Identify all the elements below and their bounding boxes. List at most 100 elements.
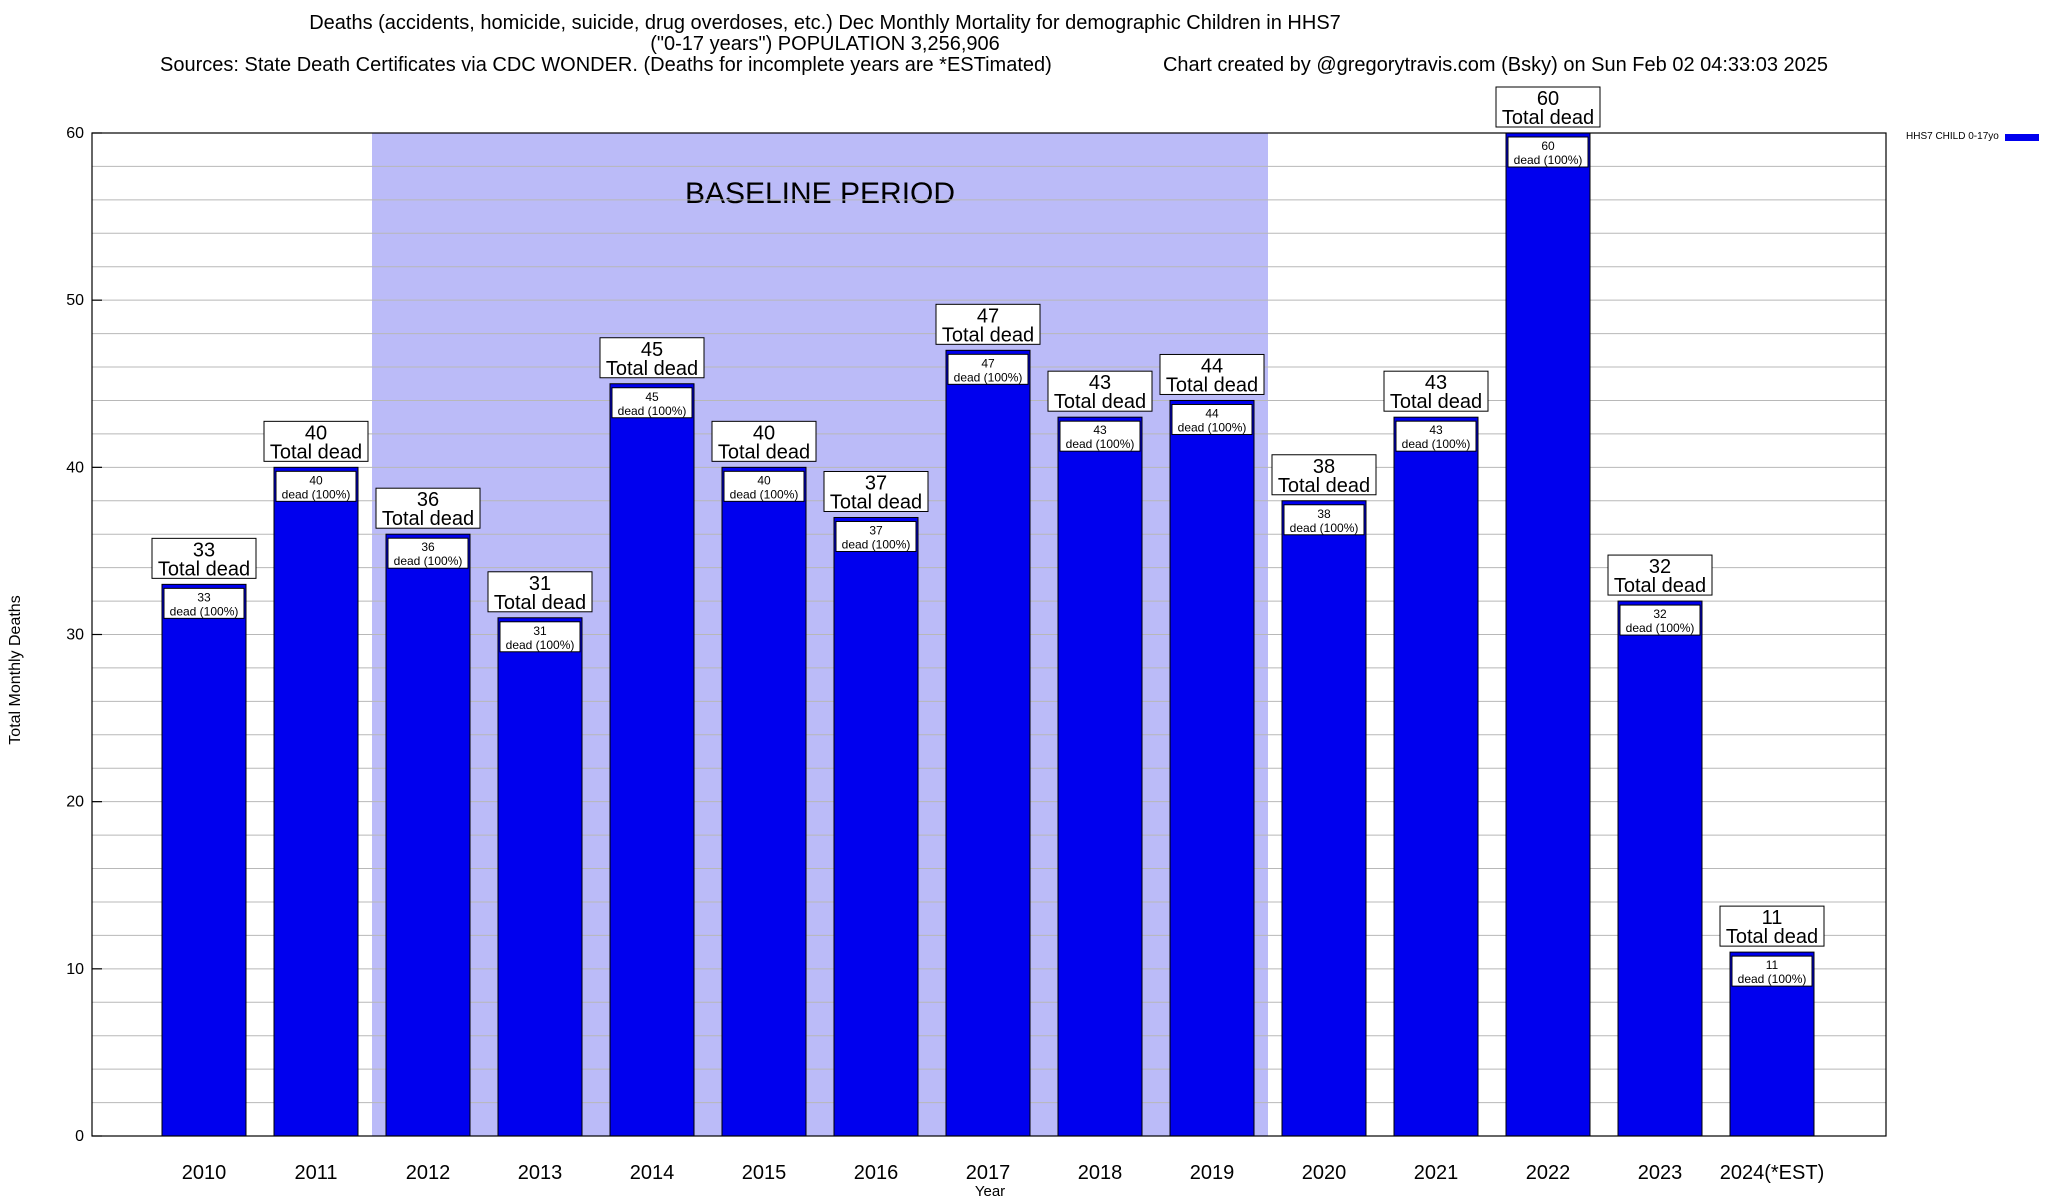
bar-2013 bbox=[497, 617, 583, 1137]
top-label-value: 43 bbox=[1089, 372, 1111, 394]
inner-label-box bbox=[723, 470, 805, 502]
inner-label-text: dead (100%) bbox=[1290, 521, 1359, 535]
inner-label-box bbox=[1283, 504, 1365, 536]
inner-label-text: dead (100%) bbox=[1738, 972, 1807, 986]
inner-label-value: 40 bbox=[757, 473, 771, 487]
x-tick-label: 2023 bbox=[1638, 1162, 1683, 1184]
x-tick-label: 2017 bbox=[966, 1162, 1011, 1184]
x-tick-label: 2016 bbox=[854, 1162, 899, 1184]
top-label-text: Total dead bbox=[382, 508, 474, 530]
top-label-text: Total dead bbox=[718, 441, 810, 463]
top-label-box bbox=[151, 537, 257, 579]
inner-label-text: dead (100%) bbox=[1514, 153, 1583, 167]
inner-label-box bbox=[387, 537, 469, 569]
inner-label-text: dead (100%) bbox=[1066, 437, 1135, 451]
x-tick-label: 2013 bbox=[518, 1162, 563, 1184]
inner-label-value: 36 bbox=[421, 540, 435, 554]
top-label-box bbox=[487, 571, 593, 613]
top-label-value: 36 bbox=[417, 489, 439, 511]
x-tick-label: 2022 bbox=[1526, 1162, 1571, 1184]
inner-label-box bbox=[275, 470, 357, 502]
inner-label-value: 37 bbox=[869, 523, 883, 537]
inner-label-text: dead (100%) bbox=[394, 554, 463, 568]
y-axis-label: Total Monthly Deaths bbox=[7, 595, 24, 745]
x-tick-label: 2020 bbox=[1302, 1162, 1347, 1184]
bar-2021 bbox=[1393, 416, 1479, 1137]
top-label-box bbox=[599, 337, 705, 379]
inner-label-text: dead (100%) bbox=[954, 370, 1023, 384]
inner-label-box bbox=[1619, 604, 1701, 636]
top-label-text: Total dead bbox=[1614, 575, 1706, 597]
top-label-value: 31 bbox=[529, 573, 551, 595]
legend-swatch bbox=[2004, 133, 2039, 141]
top-label-text: Total dead bbox=[1390, 391, 1482, 413]
top-label-box bbox=[711, 420, 817, 462]
inner-label-text: dead (100%) bbox=[506, 638, 575, 652]
x-tick-label: 2015 bbox=[742, 1162, 787, 1184]
y-tick-label: 0 bbox=[75, 1128, 84, 1145]
top-label-text: Total dead bbox=[1166, 374, 1258, 396]
inner-label-box bbox=[499, 621, 581, 653]
top-label-value: 44 bbox=[1201, 355, 1223, 377]
y-tick-label: 50 bbox=[66, 292, 84, 309]
y-tick-label: 40 bbox=[66, 459, 84, 476]
chart-title: Deaths (accidents, homicide, suicide, dr… bbox=[309, 12, 1341, 34]
inner-label-value: 43 bbox=[1429, 423, 1443, 437]
inner-label-value: 32 bbox=[1653, 607, 1667, 621]
bar-2015 bbox=[721, 466, 807, 1137]
bar-2022 bbox=[1505, 132, 1591, 1137]
top-label-value: 60 bbox=[1537, 88, 1559, 110]
inner-label-text: dead (100%) bbox=[282, 487, 351, 501]
top-label-text: Total dead bbox=[270, 441, 362, 463]
top-label-text: Total dead bbox=[1726, 926, 1818, 948]
x-tick-label: 2018 bbox=[1078, 1162, 1123, 1184]
inner-label-value: 43 bbox=[1093, 423, 1107, 437]
inner-label-value: 38 bbox=[1317, 507, 1331, 521]
top-label-text: Total dead bbox=[1054, 391, 1146, 413]
top-label-text: Total dead bbox=[942, 324, 1034, 346]
x-tick-label: 2010 bbox=[182, 1162, 227, 1184]
bar-2023 bbox=[1617, 600, 1703, 1137]
y-tick-label: 30 bbox=[66, 627, 84, 644]
top-label-value: 37 bbox=[865, 472, 887, 494]
top-label-box bbox=[1607, 554, 1713, 596]
inner-label-value: 47 bbox=[981, 356, 995, 370]
bar-2018 bbox=[1057, 416, 1143, 1137]
inner-label-text: dead (100%) bbox=[170, 604, 239, 618]
top-label-box bbox=[1383, 370, 1489, 412]
legend-label: HHS7 CHILD 0-17yo bbox=[1906, 131, 1999, 142]
inner-label-value: 44 bbox=[1205, 406, 1219, 420]
inner-label-text: dead (100%) bbox=[842, 537, 911, 551]
x-tick-label: 2021 bbox=[1414, 1162, 1459, 1184]
legend: HHS7 CHILD 0-17yo bbox=[1906, 131, 2039, 143]
bar-2019 bbox=[1169, 399, 1255, 1137]
inner-label-text: dead (100%) bbox=[618, 404, 687, 418]
inner-label-box bbox=[835, 520, 917, 552]
chart-sources: Sources: State Death Certificates via CD… bbox=[160, 54, 1052, 76]
inner-label-value: 45 bbox=[645, 390, 659, 404]
top-label-text: Total dead bbox=[830, 491, 922, 513]
bar-2010 bbox=[161, 583, 247, 1137]
top-label-value: 45 bbox=[641, 339, 663, 361]
inner-label-text: dead (100%) bbox=[1626, 621, 1695, 635]
bar-2020 bbox=[1281, 500, 1367, 1137]
bar-2011 bbox=[273, 466, 359, 1137]
inner-label-box bbox=[611, 387, 693, 419]
inner-label-box bbox=[1171, 403, 1253, 435]
top-label-value: 33 bbox=[193, 539, 215, 561]
x-tick-label: 2024(*EST) bbox=[1720, 1162, 1825, 1184]
top-label-box bbox=[1719, 905, 1825, 947]
inner-label-box bbox=[1059, 420, 1141, 452]
top-label-value: 43 bbox=[1425, 372, 1447, 394]
top-label-value: 32 bbox=[1649, 556, 1671, 578]
top-label-box bbox=[1495, 86, 1601, 128]
bar-2012 bbox=[385, 533, 471, 1137]
inner-label-box bbox=[947, 353, 1029, 385]
inner-label-box bbox=[1507, 136, 1589, 168]
top-label-box bbox=[1271, 454, 1377, 496]
inner-label-value: 60 bbox=[1541, 139, 1555, 153]
top-label-box bbox=[1159, 353, 1265, 395]
top-label-box bbox=[935, 303, 1041, 345]
y-tick-label: 10 bbox=[66, 961, 84, 978]
